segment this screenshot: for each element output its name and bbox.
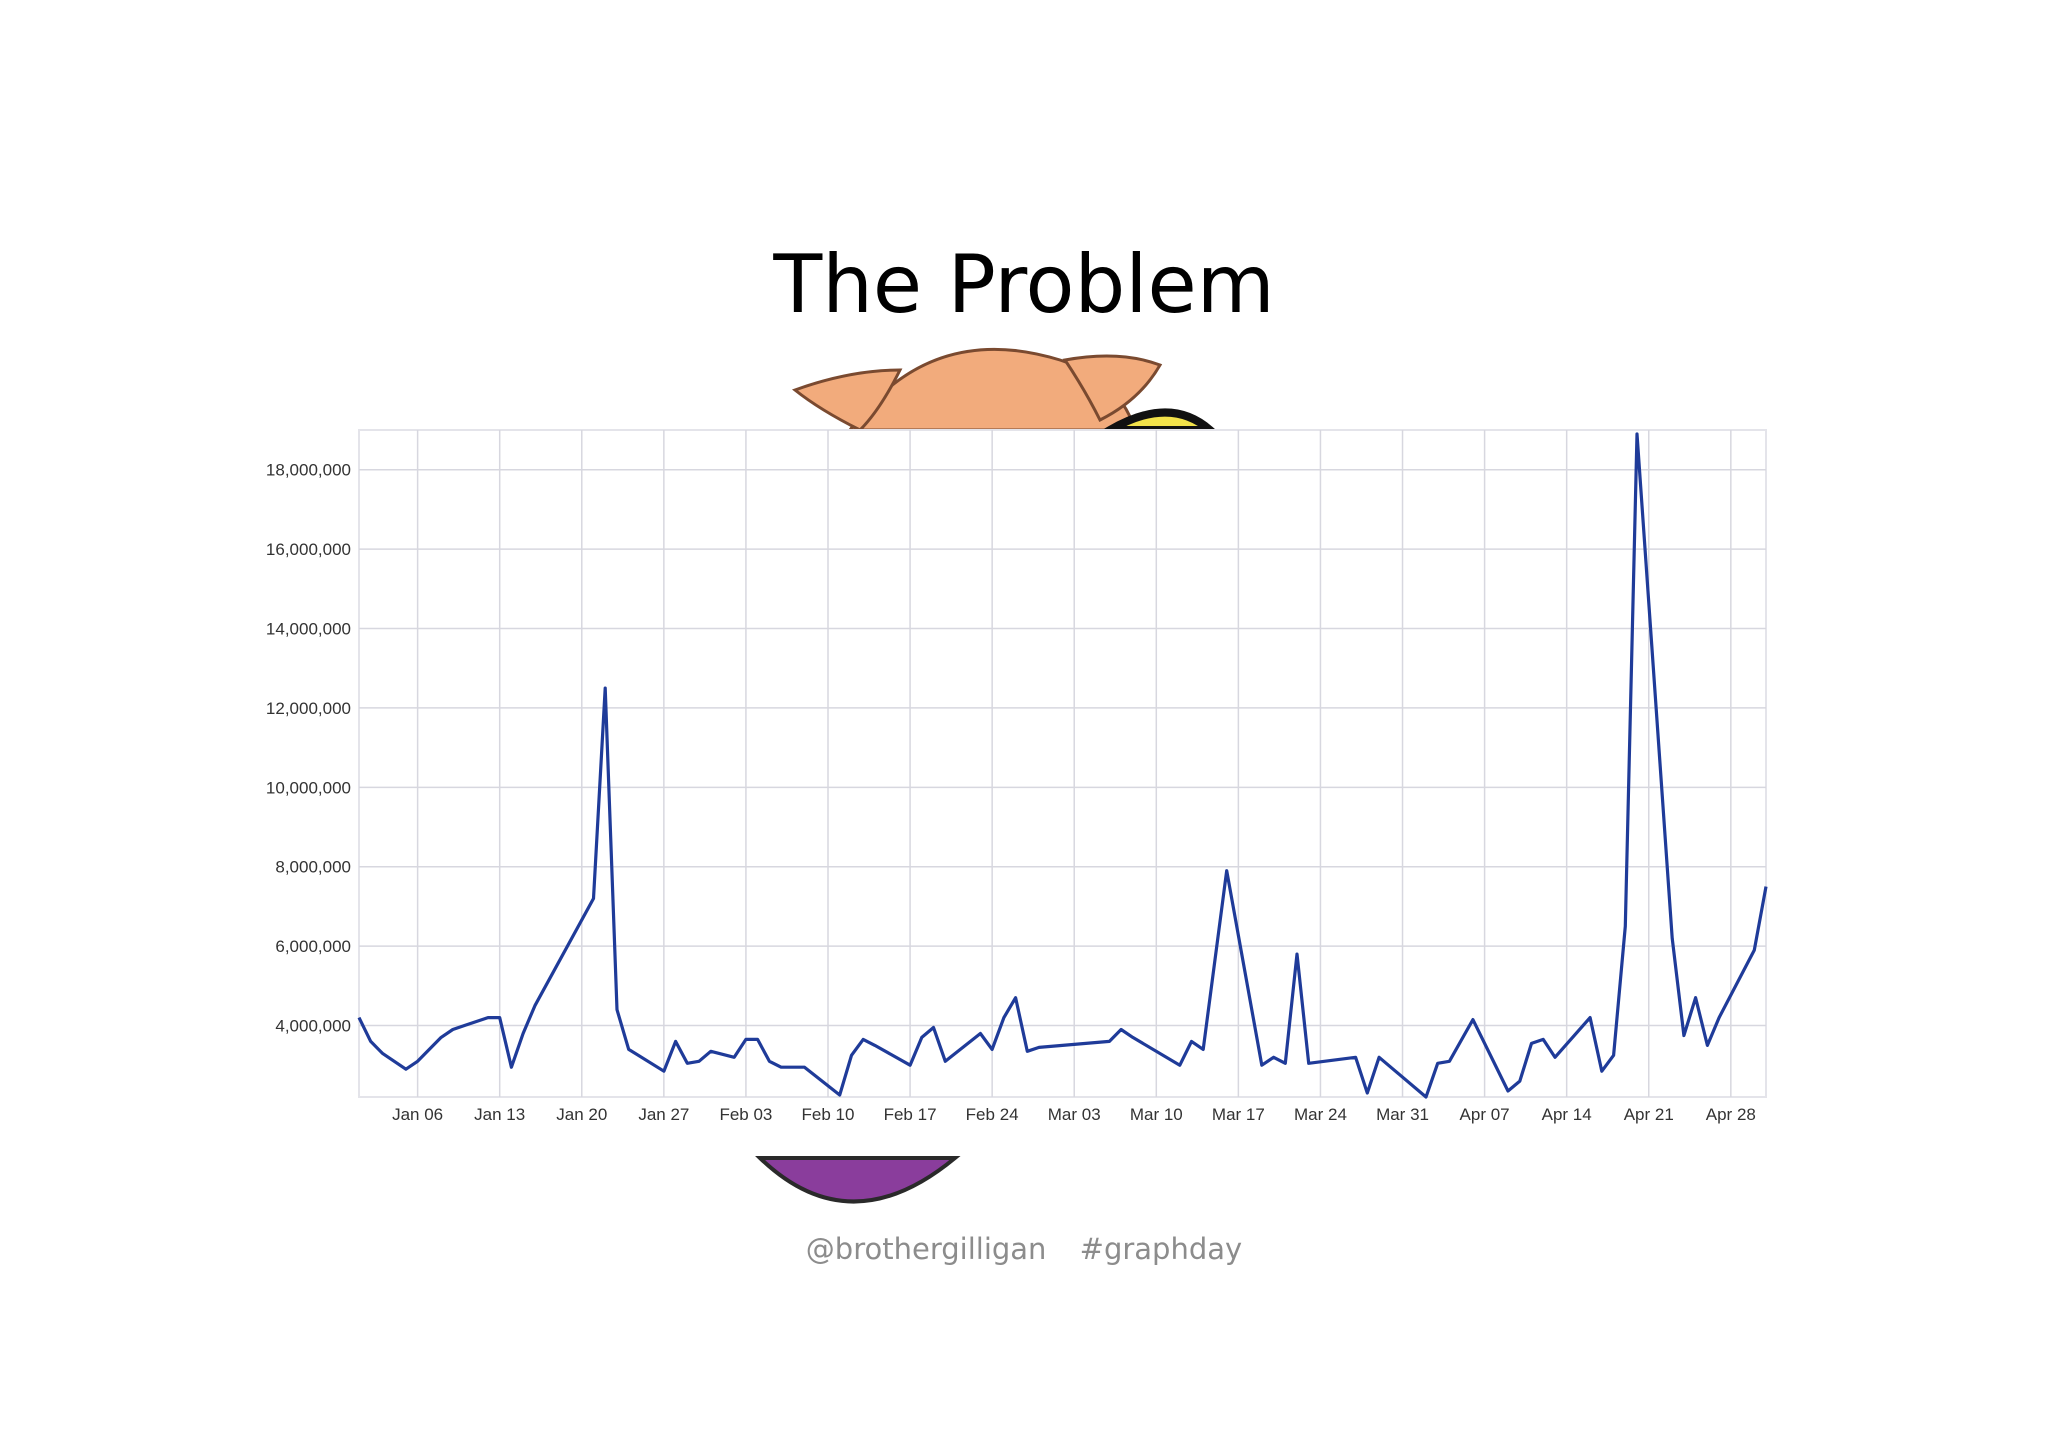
x-tick-label: Mar 31 [1376,1105,1429,1124]
plot-background [358,429,1767,1098]
footer-handle: @brothergilligan [805,1232,1047,1266]
x-tick-label: Feb 24 [966,1105,1019,1124]
y-tick-label: 16,000,000 [266,540,351,559]
slide-title: The Problem [773,238,1275,331]
x-tick-label: Apr 07 [1460,1105,1510,1124]
x-tick-label: Jan 06 [392,1105,443,1124]
series-line [357,432,1768,1099]
y-tick-label: 4,000,000 [275,1017,351,1036]
x-axis: Jan 06 Jan 13 Jan 20 Jan 27 Feb 03 Feb 10 Feb … [392,1105,1756,1124]
x-tick-label: Mar 03 [1048,1105,1101,1124]
y-tick-label: 8,000,000 [275,858,351,877]
footer-hashtag: #graphday [1079,1232,1243,1266]
x-tick-label: Jan 27 [638,1105,689,1124]
x-tick-label: Feb 03 [719,1105,772,1124]
y-tick-label: 12,000,000 [266,699,351,718]
grid [359,430,1766,1097]
x-tick-label: Feb 17 [884,1105,937,1124]
mascot-left-ear [791,368,903,432]
x-tick-label: Apr 14 [1542,1105,1592,1124]
y-tick-label: 14,000,000 [266,620,351,639]
x-tick-label: Mar 24 [1294,1105,1347,1124]
y-axis: 4,000,000 6,000,000 8,000,000 10,000,000 12,… [266,461,351,1036]
footer: @brothergilligan #graphday [0,1232,2048,1266]
mascot-body [755,1156,961,1204]
x-tick-label: Feb 10 [802,1105,855,1124]
y-tick-label: 18,000,000 [266,461,351,480]
y-tick-label: 10,000,000 [266,778,351,797]
x-tick-label: Mar 17 [1212,1105,1265,1124]
mascot-right-ear [1062,354,1163,423]
x-tick-label: Mar 10 [1130,1105,1183,1124]
x-tick-label: Apr 28 [1706,1105,1756,1124]
x-tick-label: Jan 13 [474,1105,525,1124]
x-tick-label: Jan 20 [556,1105,607,1124]
mascot-hat [1095,408,1221,434]
y-tick-label: 6,000,000 [275,937,351,956]
x-tick-label: Apr 21 [1624,1105,1674,1124]
